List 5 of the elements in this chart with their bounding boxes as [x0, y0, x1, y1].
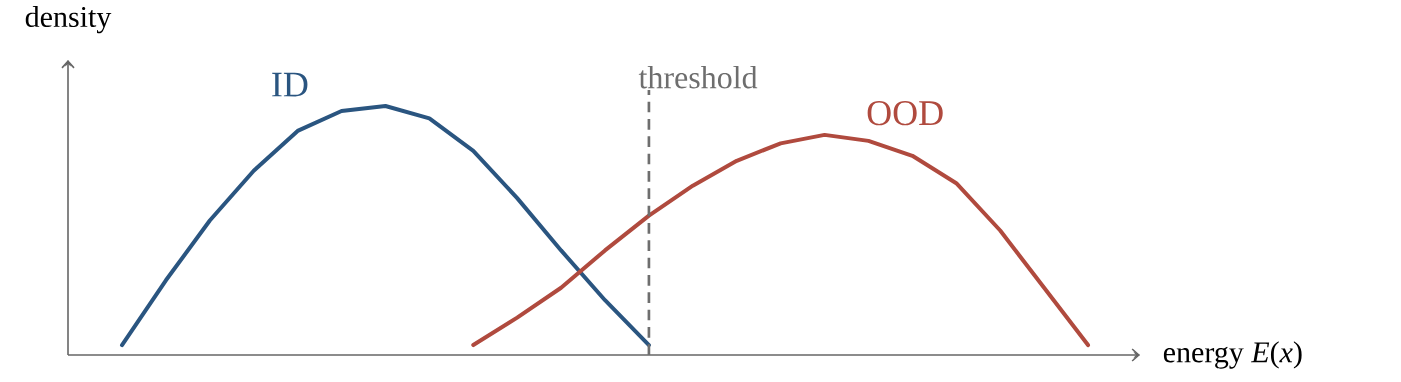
series-label: OOD [867, 101, 943, 126]
y-axis-title: density [25, 5, 112, 34]
series-label: ID [272, 72, 308, 97]
x-axis-title: energy E(x) [1163, 341, 1302, 369]
text: threshold [638, 65, 758, 89]
